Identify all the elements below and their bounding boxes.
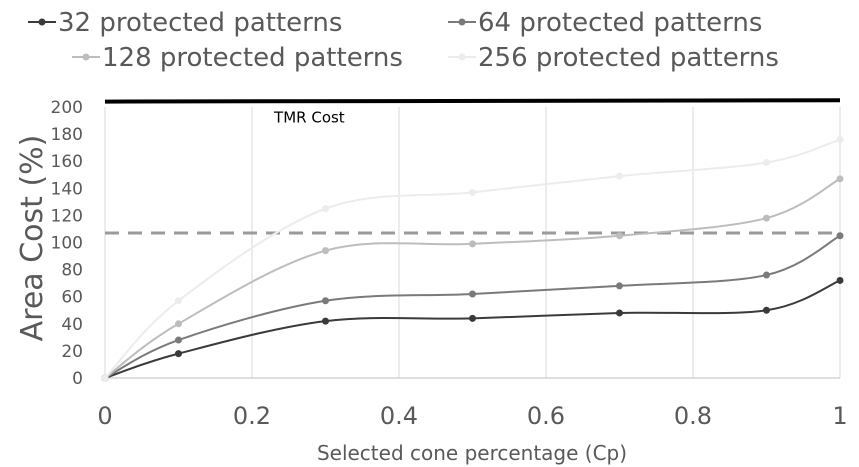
data-point: [175, 297, 182, 305]
data-point: [322, 205, 329, 213]
series-3: [101, 136, 844, 382]
y-tick-label: 180: [51, 125, 83, 145]
x-axis-label: Selected cone percentage (Cp): [317, 441, 627, 465]
x-tick-label: 1: [832, 402, 847, 430]
tmr-cost-line: [104, 98, 841, 104]
data-point: [469, 188, 476, 196]
data-point: [616, 232, 623, 240]
data-point: [616, 282, 623, 290]
legend: 32 protected patterns 64 protected patter…: [28, 8, 779, 73]
data-point: [101, 374, 109, 382]
tmr-cost-label: TMR Cost: [273, 109, 345, 127]
data-point: [469, 314, 476, 322]
legend-label: 256 protected patterns: [478, 43, 779, 73]
legend-swatch-marker: [458, 53, 466, 61]
legend-item: 64 protected patterns: [448, 8, 762, 38]
chart-axes: 0 20 40 60 80 100 120 140 160 180 200 0 0.2 0.4 0.6 0.8…: [51, 98, 848, 430]
data-point: [836, 232, 844, 240]
y-tick-label: 100: [51, 234, 83, 254]
data-point: [616, 172, 623, 180]
legend-swatch-marker: [458, 18, 466, 26]
series-layer: [101, 136, 844, 382]
legend-swatch-marker: [38, 18, 46, 26]
data-point: [322, 317, 329, 325]
series-line: [104, 138, 841, 379]
legend-label: 32 protected patterns: [58, 8, 342, 38]
y-tick-label: 60: [61, 288, 83, 308]
y-tick-label: 40: [61, 315, 83, 335]
data-point: [616, 309, 623, 317]
y-tick-label: 160: [51, 152, 83, 172]
legend-item: 32 protected patterns: [28, 8, 342, 38]
x-tick-label: 0.8: [674, 402, 712, 430]
data-point: [763, 271, 770, 279]
x-tick-label: 0.2: [233, 402, 271, 430]
data-point: [175, 336, 182, 344]
y-axis-label: Area Cost (%): [15, 135, 50, 342]
legend-swatch-marker: [82, 53, 90, 61]
data-point: [836, 175, 844, 183]
series-2: [101, 175, 844, 382]
y-tick-label: 0: [72, 369, 83, 389]
series-line: [104, 234, 841, 379]
y-tick-label: 140: [51, 179, 83, 199]
legend-label: 64 protected patterns: [478, 8, 762, 38]
data-point: [322, 247, 329, 255]
data-point: [175, 350, 182, 358]
reference-lines: TMR Cost: [104, 98, 841, 235]
series-line: [104, 177, 841, 379]
y-tick-label: 20: [61, 342, 83, 362]
legend-item: 256 protected patterns: [448, 43, 779, 73]
legend-label: 128 protected patterns: [102, 43, 403, 73]
y-tick-label: 120: [51, 206, 83, 226]
series-1: [101, 232, 844, 382]
x-tick-label: 0.6: [527, 402, 565, 430]
data-point: [836, 136, 844, 144]
data-point: [322, 297, 329, 305]
data-point: [469, 240, 476, 248]
data-point: [469, 290, 476, 298]
data-point: [763, 306, 770, 314]
legend-item: 128 protected patterns: [72, 43, 403, 73]
data-point: [175, 320, 182, 328]
x-tick-label: 0: [97, 402, 112, 430]
x-tick-label: 0.4: [380, 402, 418, 430]
data-point: [763, 214, 770, 222]
y-tick-label: 80: [61, 261, 83, 281]
data-point: [836, 276, 844, 284]
y-tick-label: 200: [51, 98, 83, 118]
data-point: [763, 159, 770, 167]
